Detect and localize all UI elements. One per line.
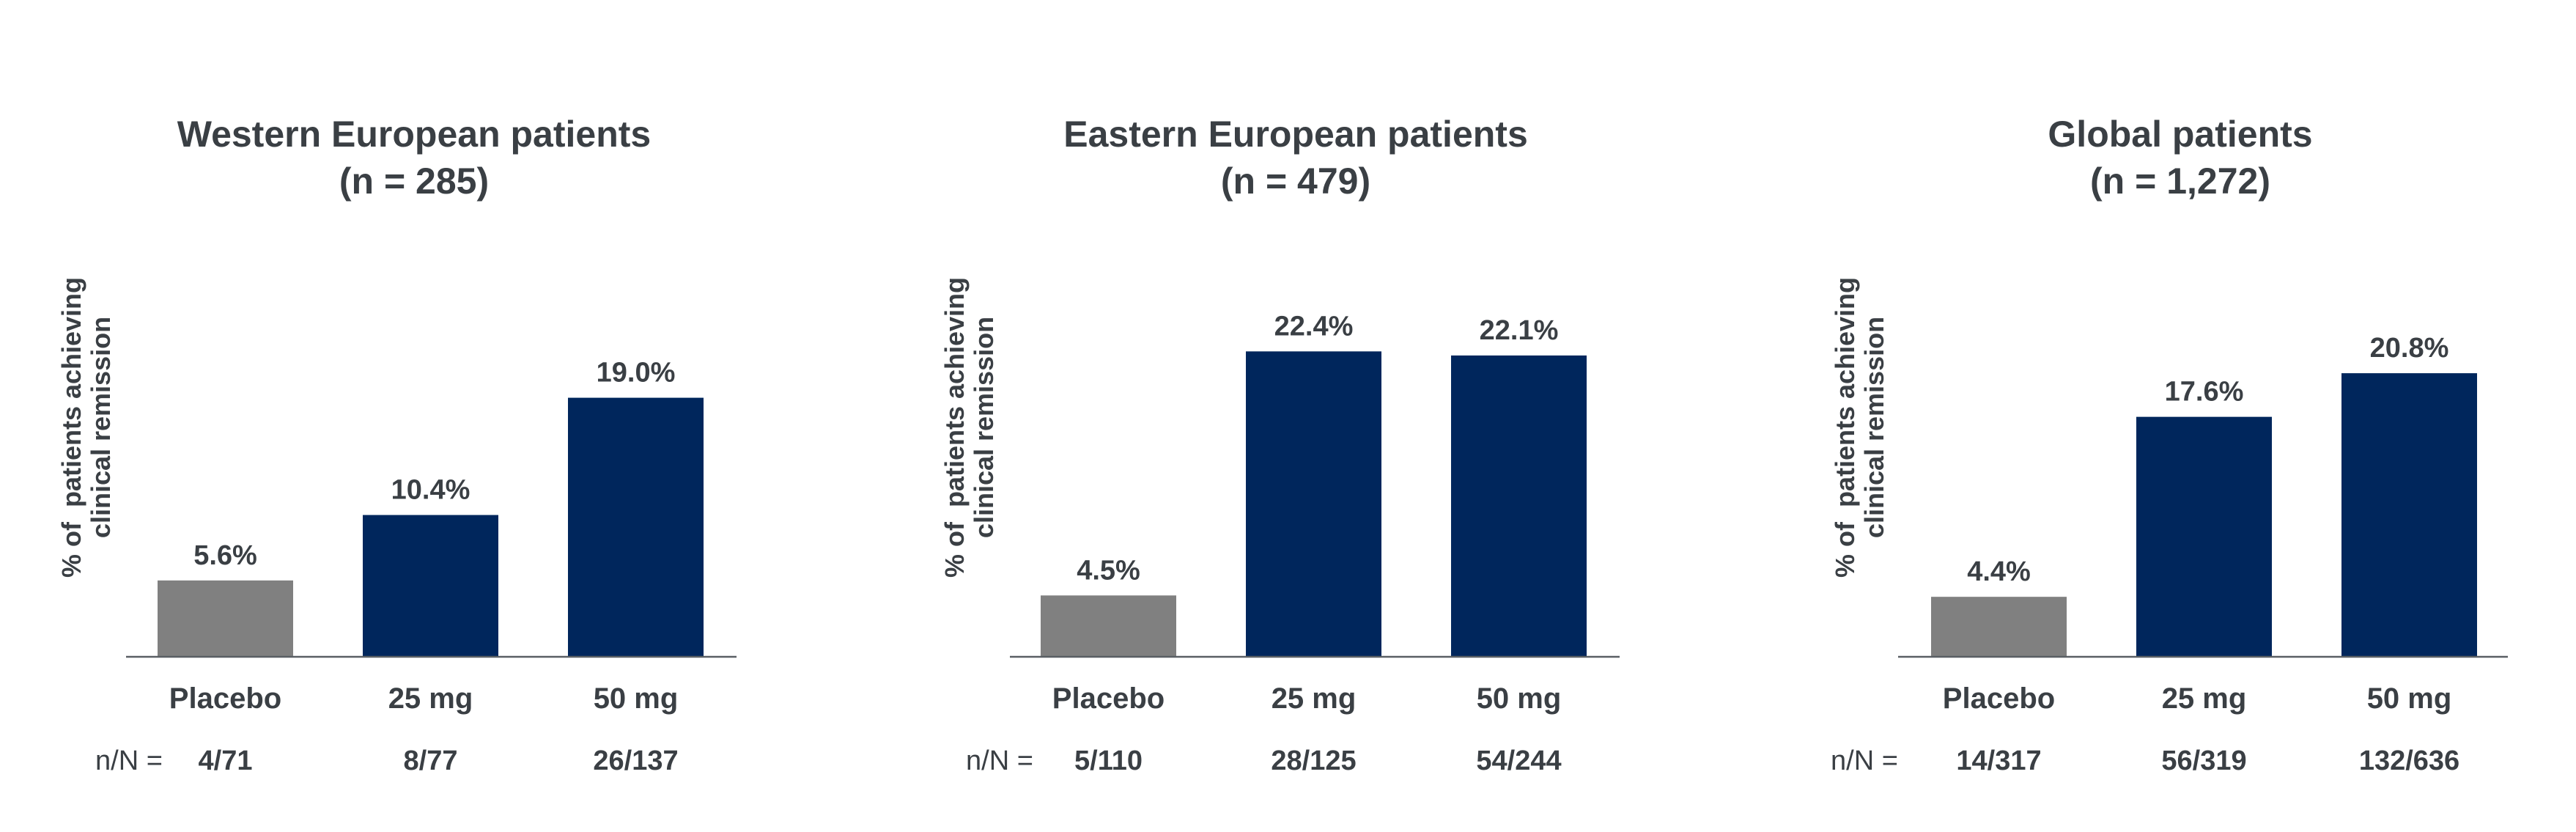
y-axis-label: % of patients achieving clinical remissio…: [1830, 277, 1889, 578]
x-tick-label: 50 mg: [1477, 682, 1562, 715]
nN-value: 28/125: [1271, 746, 1356, 776]
x-tick-label: 25 mg: [2162, 682, 2247, 715]
nN-value: 54/244: [1476, 746, 1561, 776]
x-tick-label: 25 mg: [388, 682, 473, 715]
chart-title: Western European patients: [177, 114, 651, 155]
y-axis-label: % of patients achieving clinical remissio…: [940, 277, 999, 578]
bar-treatment: [363, 515, 498, 657]
bar-placebo: [1041, 595, 1176, 657]
bar-value-label: 5.6%: [193, 540, 257, 571]
bar-placebo: [158, 580, 293, 657]
bar-treatment: [2341, 373, 2477, 657]
bar-value-label: 17.6%: [2165, 377, 2244, 408]
y-axis-label-line: clinical remission: [969, 317, 999, 538]
nN-row-label: n/N =: [1831, 746, 1898, 776]
bar-treatment: [1451, 355, 1587, 657]
bar-value-label: 22.4%: [1274, 311, 1354, 342]
y-axis-label-line: clinical remission: [86, 317, 116, 538]
chart-title: Global patients: [2048, 114, 2312, 155]
nN-value: 4/71: [199, 746, 253, 776]
nN-row-label: n/N =: [95, 746, 163, 776]
chart-title: Eastern European patients: [1063, 114, 1528, 155]
bar-value-label: 20.8%: [2370, 333, 2449, 364]
nN-row-label: n/N =: [966, 746, 1033, 776]
x-tick-label: Placebo: [1943, 682, 2055, 715]
bar-value-label: 4.4%: [1967, 556, 2031, 587]
bar-value-label: 4.5%: [1077, 555, 1140, 586]
bar-treatment: [568, 397, 704, 657]
y-axis-label-line: % of patients achieving: [940, 277, 970, 578]
x-tick-label: 50 mg: [2367, 682, 2452, 715]
x-tick-label: 25 mg: [1272, 682, 1357, 715]
bar-value-label: 19.0%: [597, 358, 676, 389]
nN-value: 5/110: [1074, 746, 1143, 776]
nN-value: 26/137: [593, 746, 678, 776]
x-tick-label: Placebo: [169, 682, 281, 715]
bar-treatment: [1246, 351, 1381, 657]
bar-value-label: 10.4%: [391, 475, 470, 506]
y-axis-label: % of patients achieving clinical remissio…: [56, 277, 116, 578]
x-tick-label: Placebo: [1052, 682, 1165, 715]
bar-value-label: 22.1%: [1480, 315, 1559, 346]
nN-value: 132/636: [2359, 746, 2459, 776]
y-axis-label-line: % of patients achieving: [1830, 277, 1860, 578]
chart-subtitle: (n = 285): [339, 161, 489, 202]
chart-subtitle: (n = 1,272): [2090, 161, 2270, 202]
bar-placebo: [1931, 597, 2067, 657]
chart-subtitle: (n = 479): [1221, 161, 1370, 202]
nN-value: 8/77: [404, 746, 458, 776]
y-axis-label-line: % of patients achieving: [56, 277, 86, 578]
bar-treatment: [2136, 416, 2272, 657]
y-axis-label-line: clinical remission: [1859, 317, 1889, 538]
x-tick-label: 50 mg: [594, 682, 679, 715]
nN-value: 14/317: [1956, 746, 2041, 776]
nN-value: 56/319: [2161, 746, 2246, 776]
